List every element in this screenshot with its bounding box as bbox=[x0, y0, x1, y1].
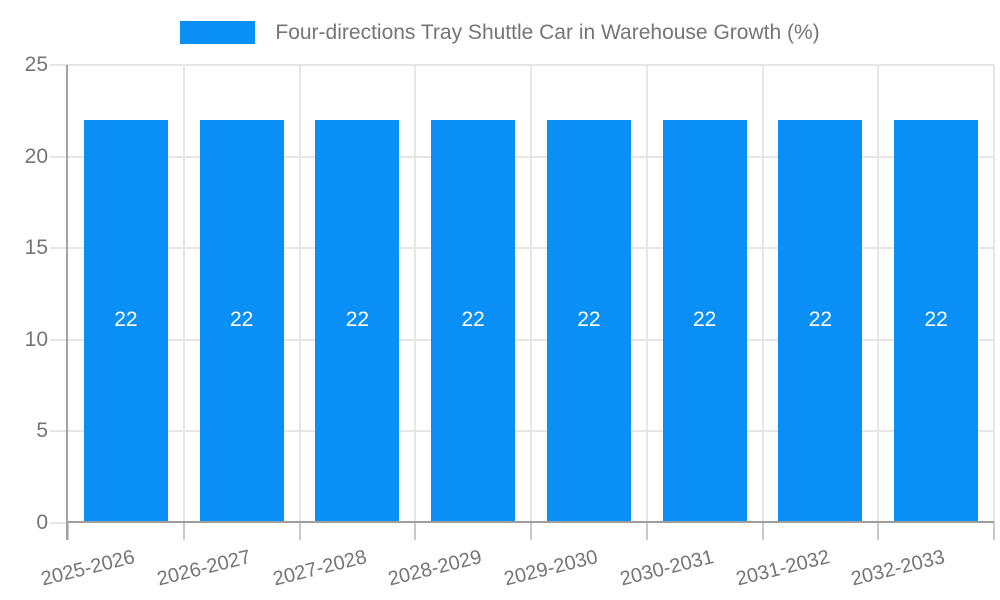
gridline-vertical bbox=[761, 65, 764, 523]
x-axis-tick bbox=[182, 523, 185, 540]
chart-title: Four-directions Tray Shuttle Car in Ware… bbox=[275, 20, 820, 44]
x-axis-tick bbox=[298, 523, 301, 540]
x-axis-tick bbox=[877, 523, 880, 540]
x-axis-tick bbox=[761, 523, 764, 540]
y-axis-tick bbox=[50, 64, 68, 66]
gridline-vertical bbox=[645, 65, 648, 523]
y-axis-label: 25 bbox=[24, 53, 48, 76]
bar-value-label: 22 bbox=[577, 308, 601, 332]
gridline-vertical bbox=[298, 65, 301, 523]
y-axis-label: 15 bbox=[24, 236, 48, 260]
y-axis-label: 20 bbox=[24, 144, 48, 168]
bar-value-label: 22 bbox=[229, 308, 254, 332]
y-axis-tick bbox=[50, 155, 68, 158]
bar-value-label: 22 bbox=[345, 308, 370, 332]
x-axis-label: 2026-2027 bbox=[154, 546, 253, 591]
bar[interactable]: 22 bbox=[431, 119, 516, 521]
x-axis-tick bbox=[414, 523, 417, 540]
y-axis-label: 0 bbox=[36, 511, 48, 534]
y-axis-tick bbox=[50, 247, 68, 250]
x-axis-tick bbox=[530, 523, 532, 540]
x-axis-label: 2025-2026 bbox=[39, 546, 138, 591]
x-axis-label: 2032-2033 bbox=[849, 546, 948, 591]
bar[interactable]: 22 bbox=[662, 119, 747, 521]
gridline-vertical bbox=[993, 65, 995, 523]
x-axis-label: 2031-2032 bbox=[733, 546, 832, 591]
bar[interactable]: 22 bbox=[778, 119, 863, 521]
x-axis-label: 2027-2028 bbox=[270, 546, 369, 591]
bar-value-label: 22 bbox=[924, 308, 948, 332]
bar-value-label: 22 bbox=[461, 308, 485, 332]
x-axis-label: 2030-2031 bbox=[617, 546, 716, 591]
gridline-vertical bbox=[530, 65, 532, 523]
legend-swatch bbox=[180, 20, 256, 44]
bar[interactable]: 22 bbox=[894, 119, 979, 521]
y-axis-label: 5 bbox=[36, 419, 48, 443]
y-axis-tick bbox=[50, 430, 68, 433]
gridline-vertical bbox=[877, 65, 880, 523]
chart-legend[interactable]: Four-directions Tray Shuttle Car in Ware… bbox=[0, 17, 1000, 47]
x-axis-line bbox=[68, 521, 994, 523]
x-axis-tick bbox=[993, 523, 995, 540]
bar[interactable]: 22 bbox=[199, 119, 284, 521]
bar-value-label: 22 bbox=[114, 308, 138, 332]
bar[interactable]: 22 bbox=[546, 119, 631, 521]
gridline-vertical bbox=[182, 65, 185, 523]
x-axis-tick bbox=[645, 523, 648, 540]
x-axis-label: 2029-2030 bbox=[502, 546, 601, 591]
y-axis-tick bbox=[50, 522, 68, 524]
bar[interactable]: 22 bbox=[315, 119, 400, 521]
bar[interactable]: 22 bbox=[83, 119, 168, 521]
y-axis-line bbox=[66, 65, 68, 540]
x-axis-tick bbox=[67, 523, 69, 540]
bar-value-label: 22 bbox=[808, 308, 833, 332]
x-axis-label: 2028-2029 bbox=[386, 546, 485, 591]
y-axis-tick bbox=[50, 338, 68, 341]
bar-value-label: 22 bbox=[692, 308, 717, 332]
y-axis-label: 10 bbox=[24, 327, 48, 351]
gridline-vertical bbox=[414, 65, 417, 523]
